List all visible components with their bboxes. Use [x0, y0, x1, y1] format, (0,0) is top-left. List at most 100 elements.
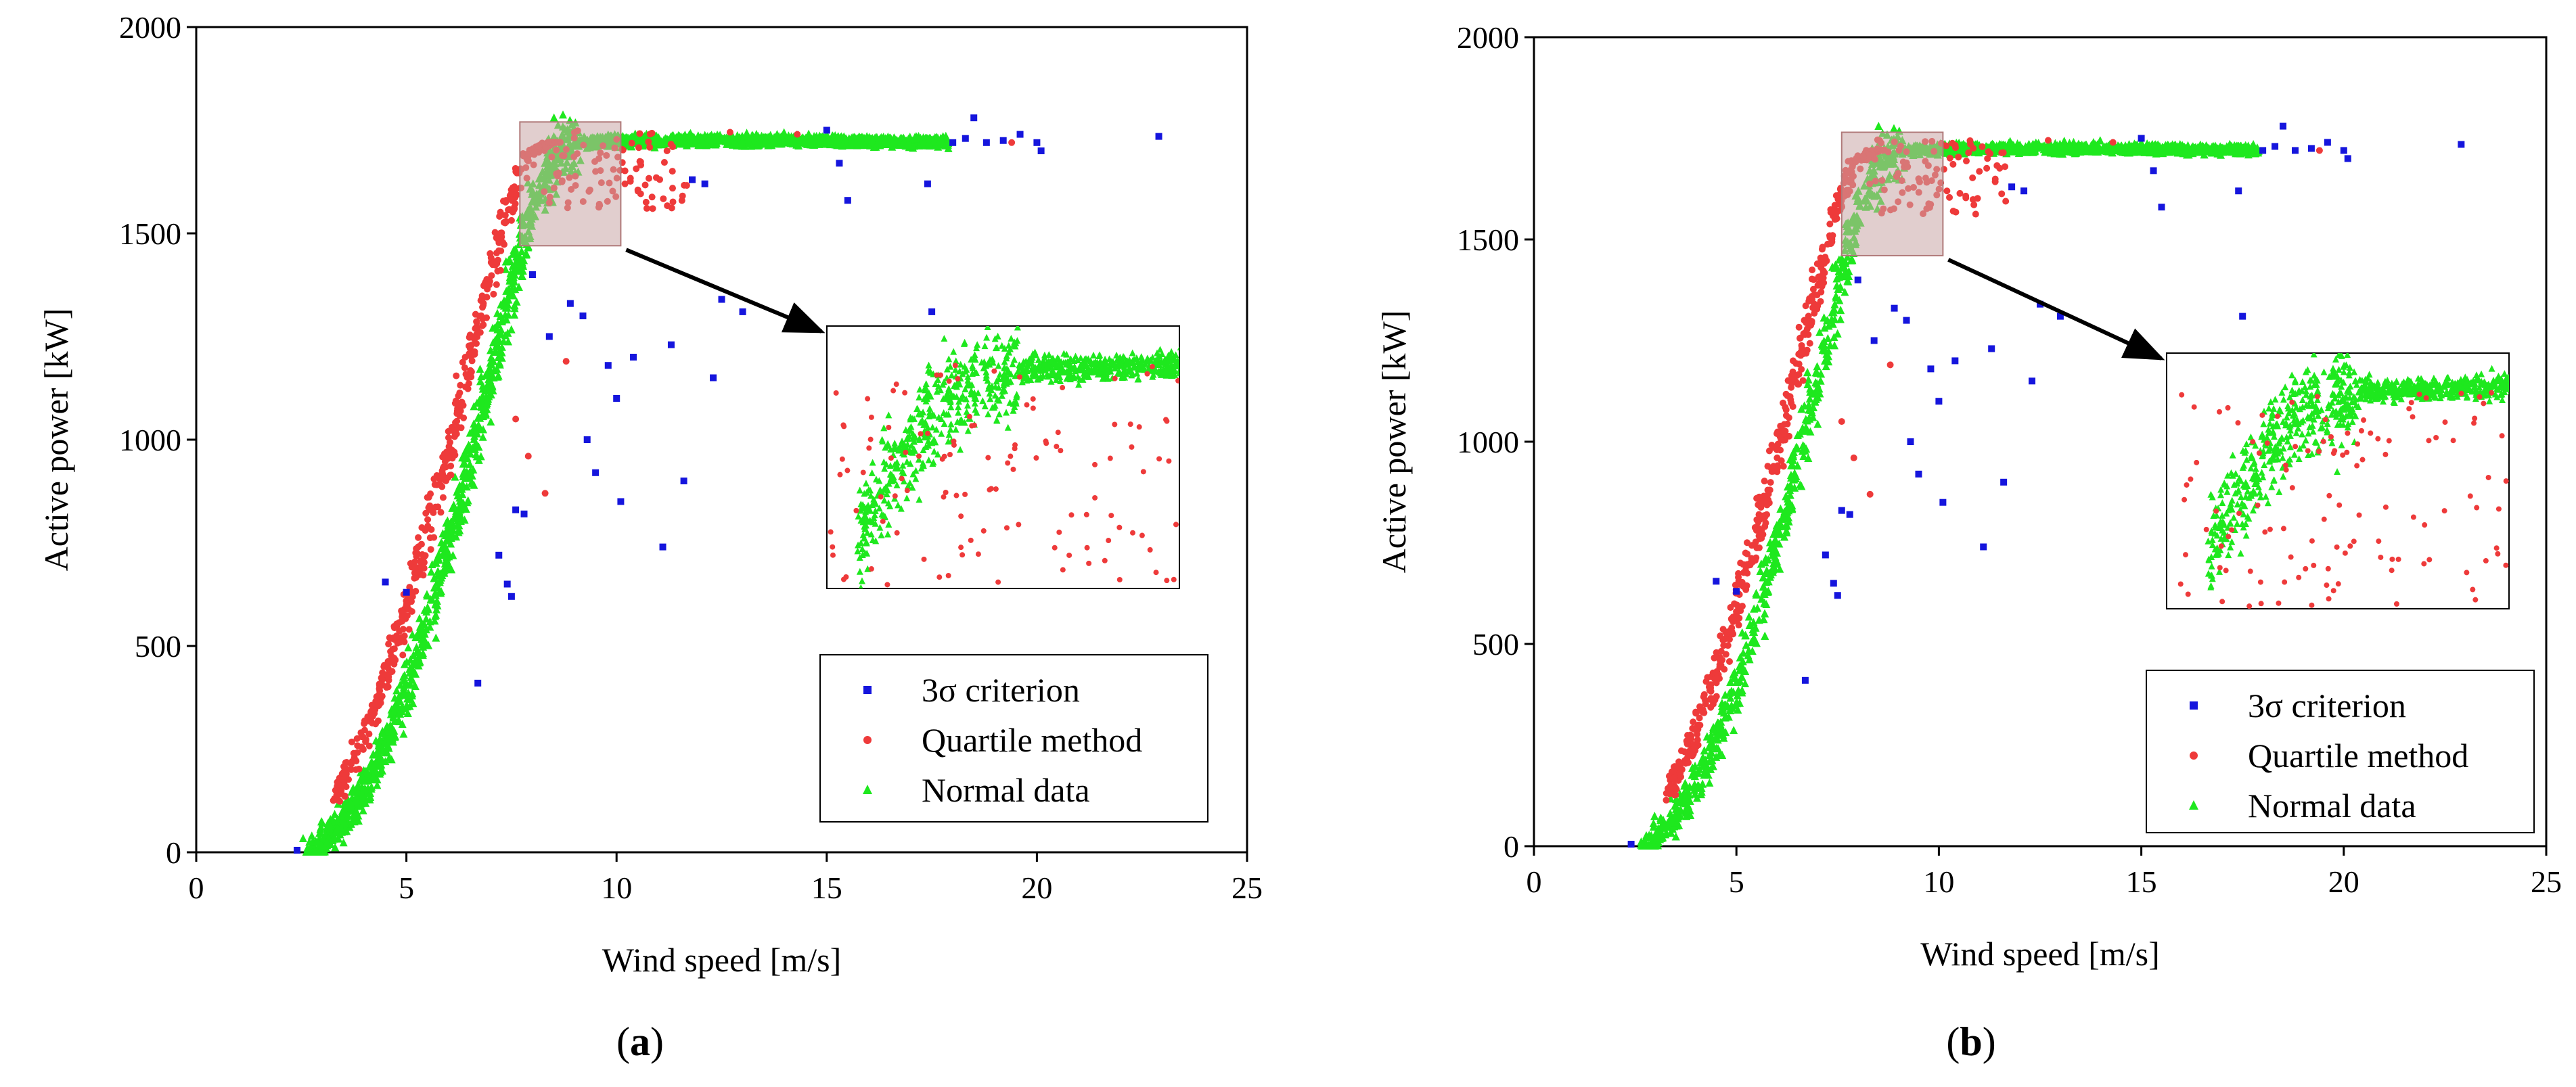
inset-quartile-point: [980, 528, 987, 534]
quartile-method-point: [408, 607, 415, 615]
normal-data-point: [363, 773, 371, 782]
inset-normal-point: [1187, 359, 1194, 366]
quartile-method-point: [453, 372, 460, 379]
normal-data-point: [455, 521, 464, 530]
inset-quartile-point: [969, 423, 975, 429]
quartile-method-point: [426, 534, 434, 542]
sigma-criterion-point: [592, 469, 600, 476]
legend-label: Normal data: [922, 771, 1090, 809]
normal-data-point: [390, 693, 399, 702]
normal-data-point: [404, 643, 413, 651]
quartile-method-point: [457, 424, 465, 432]
normal-data-point: [415, 648, 424, 657]
normal-data-point: [493, 319, 502, 327]
inset-normal-point: [1189, 355, 1196, 362]
caption-close: ): [650, 1019, 664, 1064]
caption-open: (: [616, 1019, 630, 1064]
normal-data-point: [352, 791, 361, 800]
inset-quartile-point: [943, 489, 949, 495]
inset-quartile-point: [958, 545, 964, 551]
inset-quartile-point: [1106, 538, 1112, 544]
inset-quartile-point: [951, 438, 957, 444]
inset-quartile-point: [868, 414, 874, 420]
inset-quartile-point: [1127, 421, 1133, 427]
normal-data-point: [505, 288, 514, 297]
normal-data-point: [354, 780, 363, 789]
normal-data-point: [666, 133, 675, 141]
normal-data-point: [374, 754, 383, 763]
normal-data-point: [517, 247, 526, 256]
normal-data-point: [416, 621, 425, 630]
quartile-method-point: [627, 175, 634, 182]
inset-normal-point: [1180, 365, 1187, 372]
normal-data-point: [305, 845, 314, 854]
quartile-method-point: [420, 572, 427, 579]
sigma-criterion-point: [583, 436, 591, 443]
quartile-method-point: [498, 233, 505, 241]
sigma-criterion-point: [680, 478, 687, 484]
sigma-criterion-point: [1155, 133, 1162, 140]
normal-data-point: [374, 745, 383, 754]
quartile-method-point: [424, 494, 431, 501]
x-tick-label: 25: [1231, 871, 1263, 905]
normal-data-point: [468, 427, 476, 436]
quartile-method-point: [355, 765, 363, 772]
normal-data-point: [298, 833, 307, 842]
quartile-method-point: [388, 668, 396, 675]
quartile-method-point: [621, 167, 629, 175]
normal-data-point: [452, 532, 461, 541]
normal-data-point: [415, 614, 424, 622]
quartile-method-point: [334, 779, 341, 786]
inset-quartile-point: [955, 375, 961, 381]
inset-quartile-point: [1108, 513, 1114, 519]
sigma-criterion-point: [512, 506, 520, 513]
inset-quartile-point: [1016, 374, 1022, 380]
normal-data-point: [474, 420, 483, 429]
quartile-method-point: [403, 612, 411, 620]
quartile-method-point: [452, 419, 459, 426]
sigma-criterion-point: [1037, 147, 1045, 154]
inset-quartile-point: [945, 572, 951, 578]
normal-data-point: [480, 405, 489, 414]
inset-quartile-point: [1033, 455, 1039, 461]
quartile-method-point: [524, 453, 532, 460]
inset-quartile-point: [962, 491, 968, 497]
normal-data-point: [432, 610, 440, 619]
normal-data-point: [457, 484, 466, 493]
quartile-method-point: [473, 323, 480, 331]
quartile-method-point: [487, 254, 495, 262]
normal-data-point: [390, 716, 399, 725]
normal-data-point: [435, 555, 444, 564]
quartile-method-point: [380, 662, 388, 669]
normal-data-point: [383, 722, 392, 731]
normal-data-point: [476, 365, 484, 373]
normal-data-point: [713, 131, 722, 139]
quartile-method-point: [347, 766, 355, 773]
inset-normal-point: [1181, 368, 1188, 375]
quartile-method-point: [505, 206, 512, 214]
quartile-method-point: [459, 402, 467, 409]
legend-marker-square: [863, 686, 872, 694]
inset-quartile-point: [1086, 560, 1092, 566]
quartile-method-point: [681, 181, 688, 189]
quartile-method-point: [369, 712, 376, 720]
inset-quartile-point: [1166, 458, 1172, 464]
quartile-method-point: [420, 559, 428, 566]
quartile-method-point: [794, 131, 801, 138]
normal-data-point: [315, 847, 323, 856]
quartile-method-point: [388, 657, 396, 665]
inset-quartile-point: [995, 579, 1001, 585]
quartile-method-point: [386, 634, 393, 641]
normal-data-point: [430, 574, 438, 582]
normal-data-point: [399, 675, 408, 684]
quartile-method-point: [445, 434, 452, 441]
normal-data-point: [754, 140, 763, 149]
inset-normal-point: [1184, 365, 1191, 372]
normal-data-point: [491, 336, 499, 344]
normal-data-point: [461, 450, 470, 459]
normal-data-point: [408, 691, 417, 699]
quartile-method-point: [405, 626, 413, 633]
inset-quartile-point: [939, 456, 945, 462]
quartile-method-point: [455, 392, 462, 400]
normal-data-point: [339, 838, 348, 847]
